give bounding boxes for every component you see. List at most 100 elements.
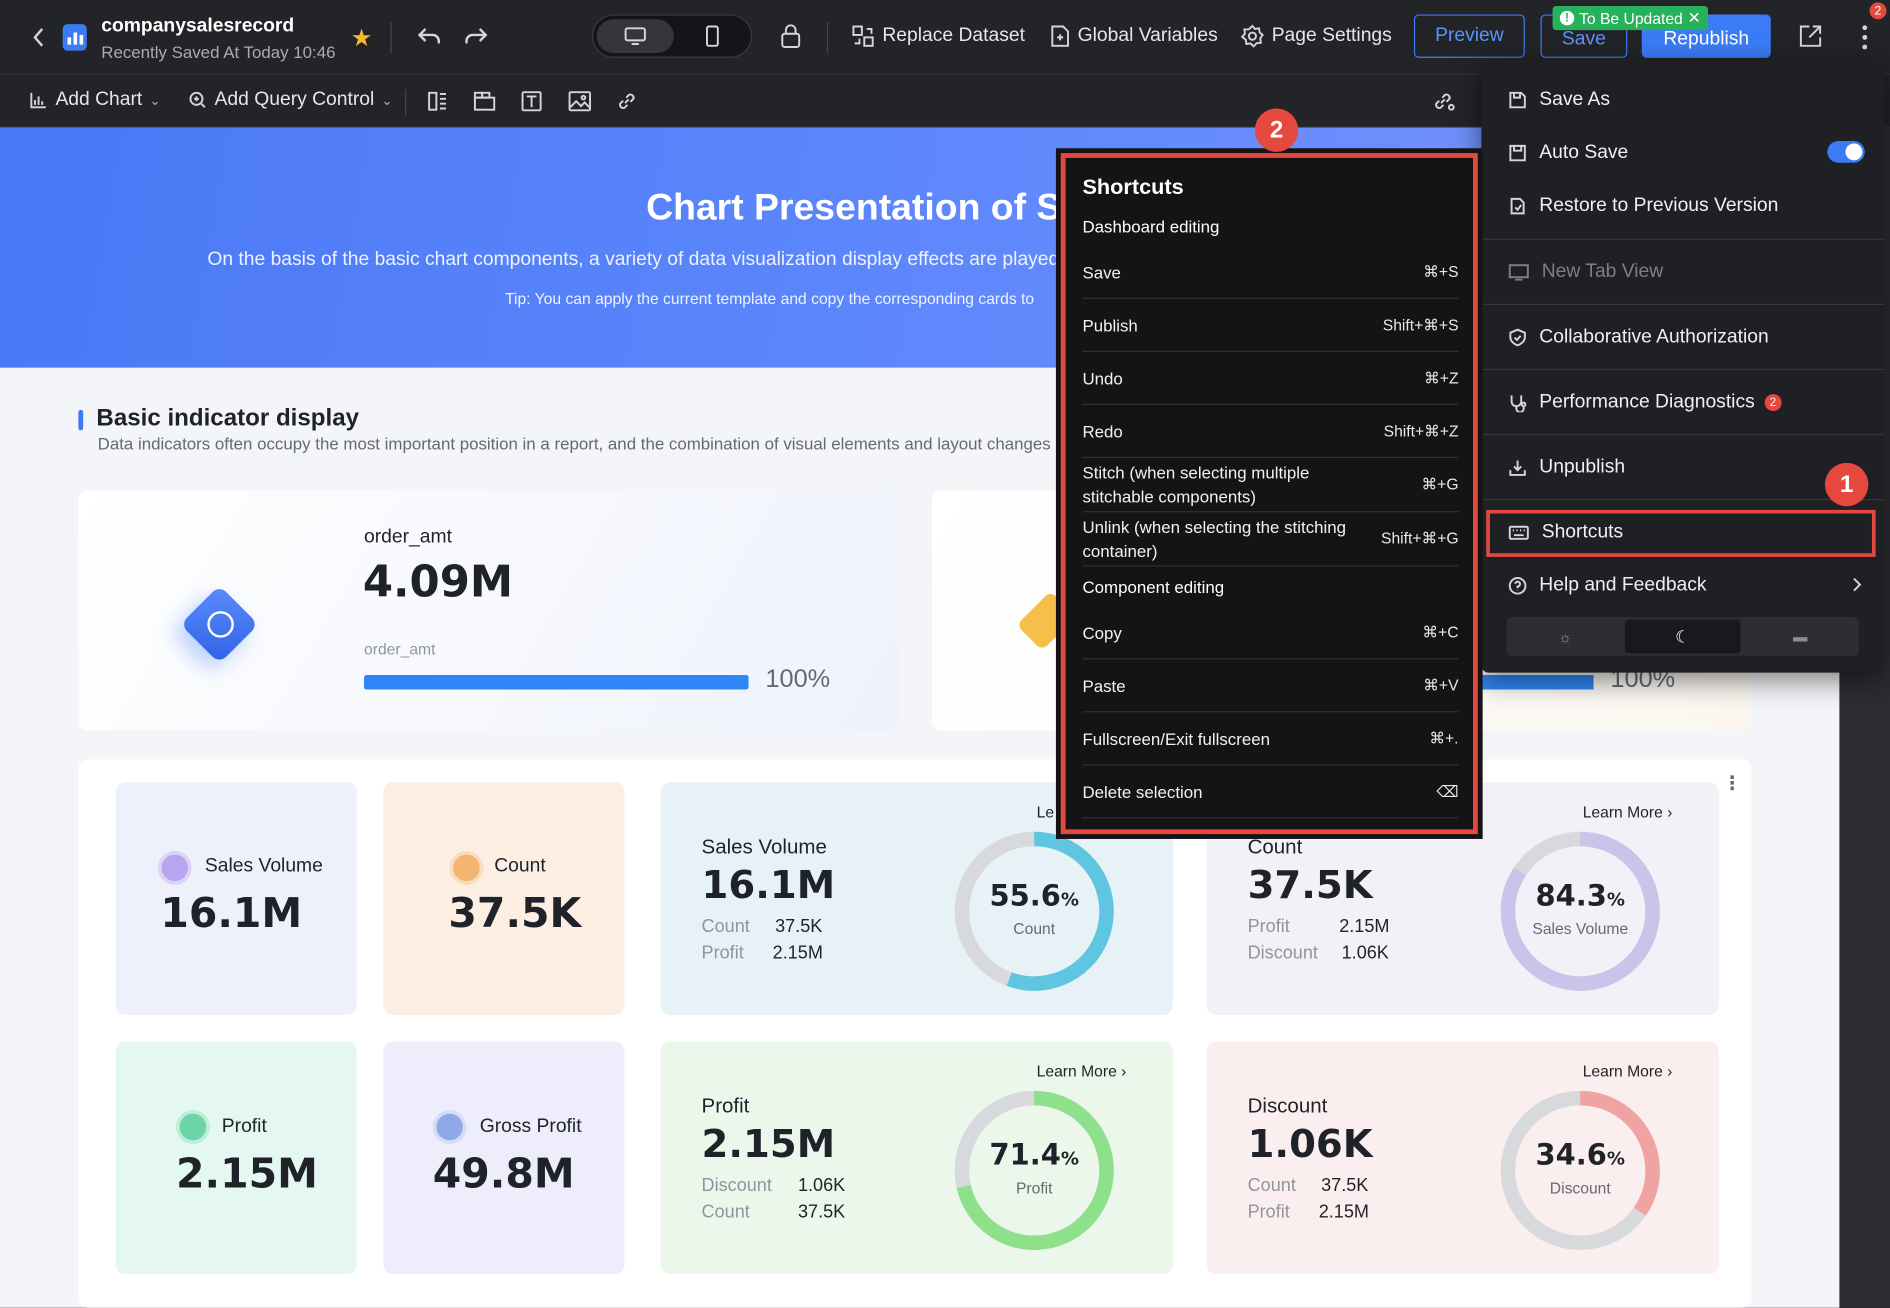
section-description: Data indicators often occupy the most im… xyxy=(97,433,1093,454)
menu-item-restore[interactable]: Restore to Previous Version xyxy=(1481,180,1884,233)
kpi-card[interactable]: order_amt 4.09M order_amt 100% xyxy=(78,490,899,731)
link-icon[interactable] xyxy=(616,90,638,112)
ring-percent-unit: % xyxy=(1606,888,1626,911)
ring-card-row-2-value: 2.15M xyxy=(772,942,823,964)
auto-save-toggle[interactable] xyxy=(1827,141,1865,163)
ring-percent: 84.3% xyxy=(1496,879,1665,913)
small-card-value: 49.8M xyxy=(432,1149,575,1199)
ring-card-title: Sales Volume xyxy=(701,835,827,859)
ring-arc xyxy=(954,1090,1114,1250)
bar-chart-icon xyxy=(29,90,48,109)
page-settings-button[interactable]: Page Settings xyxy=(1240,24,1392,48)
page-settings-label: Page Settings xyxy=(1271,25,1392,46)
learn-more-link[interactable]: Le › xyxy=(1036,802,1064,821)
menu-item-performance-diagnostics[interactable]: Performance Diagnostics 2 xyxy=(1481,376,1884,429)
ring-card[interactable]: Learn More › Discount 1.06K Count 37.5K … xyxy=(1206,1041,1719,1275)
learn-more-link[interactable]: Learn More › xyxy=(1582,1061,1673,1081)
small-card-label: Gross Profit xyxy=(479,1116,582,1137)
menu-item-label: Help and Feedback xyxy=(1539,574,1707,596)
small-card-gross-profit[interactable]: Gross Profit 49.8M xyxy=(383,1041,625,1275)
global-variables-button[interactable]: Global Variables xyxy=(1049,24,1218,48)
ring-label: Sales Volume xyxy=(1532,919,1629,938)
learn-more-link[interactable]: Learn More › xyxy=(1036,1061,1127,1081)
ring-card-row-1-label: Count xyxy=(1247,1175,1296,1196)
menu-item-save-as[interactable]: Save As xyxy=(1481,74,1884,127)
shortcut-row: Redo Shift+⌘+Z xyxy=(1082,405,1459,459)
menu-item-shortcuts[interactable]: Shortcuts xyxy=(1481,506,1884,559)
kpi-progress-fill xyxy=(364,675,749,690)
ring-card-row-2-label: Count xyxy=(701,1201,750,1223)
shortcut-key: ⌘+. xyxy=(1429,728,1459,747)
ring-card-row-1-label: Count xyxy=(701,916,750,937)
small-card-value: 2.15M xyxy=(175,1149,318,1199)
redo-icon[interactable] xyxy=(463,24,490,48)
more-menu: Save As Auto Save Restore to Previous Ve… xyxy=(1481,60,1885,673)
ring-card[interactable]: Learn More › Profit 2.15M Discount 1.06K… xyxy=(660,1041,1173,1275)
menu-item-collaborative-authorization[interactable]: Collaborative Authorization xyxy=(1481,311,1884,364)
preview-button[interactable]: Preview xyxy=(1413,14,1525,58)
card-menu-icon[interactable]: ⋮ xyxy=(1722,773,1742,795)
text-icon[interactable] xyxy=(521,90,543,112)
ring-card-row-2-value: 2.15M xyxy=(1318,1201,1369,1223)
shortcut-row: Copy ⌘+C xyxy=(1082,606,1459,660)
shortcuts-highlight-box xyxy=(1486,509,1876,557)
desktop-view-button[interactable] xyxy=(596,19,674,54)
lock-icon[interactable] xyxy=(779,23,803,50)
mobile-view-button[interactable] xyxy=(675,19,750,53)
menu-item-label: Restore to Previous Version xyxy=(1539,195,1779,216)
add-query-control-button[interactable]: Add Query Control ⌄ xyxy=(188,89,393,111)
ring-card-title: Profit xyxy=(701,1094,750,1118)
more-vertical-icon[interactable] xyxy=(1854,19,1876,55)
ring-chart xyxy=(1500,831,1660,991)
replace-dataset-button[interactable]: Replace Dataset xyxy=(851,24,1025,48)
learn-more-link[interactable]: Learn More › xyxy=(1582,802,1673,821)
cube-icon xyxy=(207,611,234,638)
layout-tabs-icon[interactable] xyxy=(473,90,497,112)
layout-columns-icon[interactable] xyxy=(427,90,449,112)
menu-item-unpublish[interactable]: Unpublish xyxy=(1481,441,1884,494)
menu-item-label: Shortcuts xyxy=(1541,521,1624,543)
desktop-icon xyxy=(623,27,647,46)
restore-icon xyxy=(1508,196,1527,215)
unpublish-icon xyxy=(1508,458,1527,477)
light-theme-button[interactable]: ☼ xyxy=(1507,617,1624,656)
ring-card-row-2-value: 1.06K xyxy=(1341,942,1389,964)
banner-subtitle: On the basis of the basic chart componen… xyxy=(207,249,1076,271)
small-card-count[interactable]: Count 37.5K xyxy=(383,782,625,1015)
shortcut-key: ⌫ xyxy=(1436,781,1459,800)
star-icon[interactable]: ★ xyxy=(350,25,373,52)
ring-card-row-1-value: 1.06K xyxy=(797,1175,846,1196)
shortcuts-title: Shortcuts xyxy=(1082,174,1184,199)
small-card-profit[interactable]: Profit 2.15M xyxy=(115,1041,357,1275)
close-icon[interactable]: ✕ xyxy=(1687,8,1701,27)
external-link-icon[interactable] xyxy=(1797,23,1824,50)
shortcut-row: Fullscreen/Exit fullscreen ⌘+. xyxy=(1082,712,1459,766)
small-card-label: Profit xyxy=(221,1116,267,1137)
small-card-sales-volume[interactable]: Sales Volume 16.1M xyxy=(115,782,357,1015)
ring-percent-unit: % xyxy=(1606,1147,1626,1170)
stitch-link-icon[interactable] xyxy=(1432,90,1456,112)
chevron-right-icon xyxy=(1850,576,1862,593)
diagnostics-icon xyxy=(1508,393,1527,413)
ring-card-row-2-label: Profit xyxy=(701,942,744,964)
section-title: Basic indicator display xyxy=(96,405,360,432)
ring-card-row-1-value: 37.5K xyxy=(1321,1175,1369,1196)
app-name[interactable]: companysalesrecord xyxy=(101,15,295,37)
ring-chart xyxy=(954,1090,1114,1250)
dark-theme-button[interactable]: ☾ xyxy=(1624,619,1741,654)
menu-item-auto-save[interactable]: Auto Save xyxy=(1481,127,1884,180)
saved-status: Recently Saved At Today 10:46 xyxy=(101,42,336,62)
add-chart-button[interactable]: Add Chart ⌄ xyxy=(29,89,161,111)
image-icon[interactable] xyxy=(568,90,592,112)
shortcuts-group-dashboard: Dashboard editing xyxy=(1082,216,1220,237)
ring-percent-value: 71.4 xyxy=(989,1137,1061,1172)
system-theme-button[interactable]: ▬ xyxy=(1742,617,1859,656)
shortcut-key: Shift+⌘+Z xyxy=(1383,421,1459,440)
undo-icon[interactable] xyxy=(416,24,443,48)
ring-chart xyxy=(1500,1090,1660,1250)
ring-card-row-1-value: 37.5K xyxy=(775,916,823,937)
menu-item-help-feedback[interactable]: Help and Feedback xyxy=(1481,559,1884,612)
chevron-down-icon: ⌄ xyxy=(381,93,393,108)
chevron-left-icon[interactable] xyxy=(27,24,51,51)
